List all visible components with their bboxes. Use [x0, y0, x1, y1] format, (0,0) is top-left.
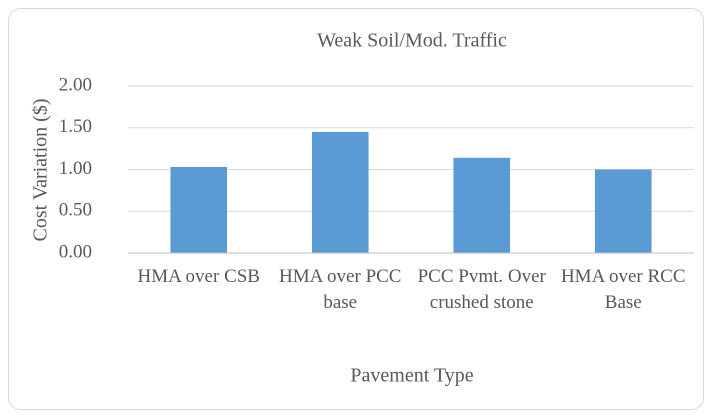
bar: [311, 131, 369, 253]
x-tick-label: HMA over PCC base: [279, 266, 402, 313]
y-axis-label: Cost Variation ($): [30, 99, 52, 242]
y-tick-label: 0.00: [59, 241, 92, 262]
y-tick-label: 1.00: [59, 158, 92, 179]
y-tick-label: 0.50: [59, 200, 92, 221]
x-axis-label: Pavement Type: [350, 365, 473, 387]
y-tick-label: 2.00: [59, 74, 92, 95]
bar: [594, 169, 652, 253]
chart-title: Weak Soil/Mod. Traffic: [317, 30, 507, 52]
x-tick-label: HMA over CSB: [137, 266, 260, 287]
x-tick-label: PCC Pvmt. Over crushed stone: [417, 266, 546, 313]
x-tick-label: HMA over RCC Base: [560, 266, 686, 313]
y-tick-label: 1.50: [59, 116, 92, 137]
bar: [453, 157, 511, 253]
bar: [170, 166, 228, 253]
